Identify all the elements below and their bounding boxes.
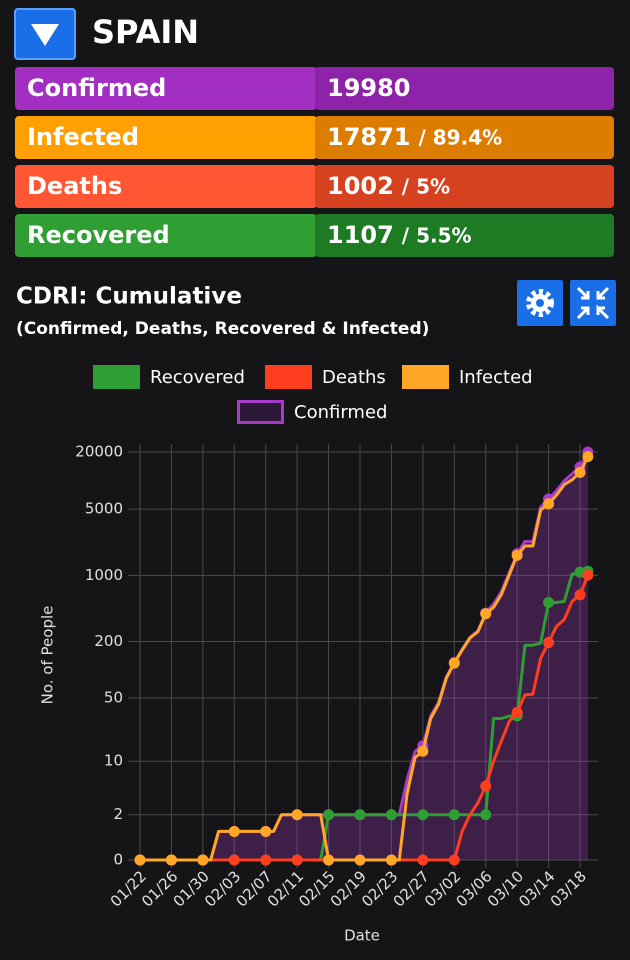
- stat-share: / 89.4%: [419, 126, 503, 150]
- y-tick-label: 2: [113, 805, 123, 823]
- data-point: [385, 809, 397, 821]
- stat-value: 1107: [327, 221, 394, 249]
- legend-label: Confirmed: [294, 402, 387, 423]
- legend-item: Recovered: [93, 365, 245, 389]
- data-point: [574, 466, 586, 478]
- data-point: [228, 825, 240, 837]
- stat-value: 1002: [327, 172, 394, 200]
- stat-value-bg: [315, 214, 614, 257]
- legend-swatch: [237, 400, 284, 424]
- country-title: SPAIN: [92, 13, 199, 51]
- legend-swatch: [265, 365, 312, 389]
- legend-item: Deaths: [265, 365, 386, 389]
- data-point: [354, 854, 366, 866]
- x-axis-label: Date: [344, 927, 380, 945]
- collapse-button[interactable]: [570, 280, 616, 326]
- data-point: [260, 825, 272, 837]
- button-bg[interactable]: [570, 280, 616, 326]
- data-point: [543, 597, 555, 609]
- data-point: [480, 608, 492, 620]
- legend-label: Recovered: [150, 367, 245, 388]
- y-tick-label: 50: [104, 689, 123, 707]
- stat-value-bg: [315, 67, 614, 110]
- data-point: [134, 854, 146, 866]
- compress-icon: [576, 286, 610, 320]
- data-point: [448, 809, 460, 821]
- data-point: [291, 854, 303, 866]
- stat-share: / 5.5%: [402, 224, 472, 248]
- dropdown-button[interactable]: [14, 8, 76, 60]
- y-axis-label: No. of People: [39, 606, 57, 705]
- stat-value-bg: [315, 116, 614, 159]
- data-point: [480, 780, 492, 792]
- data-point: [543, 498, 555, 510]
- legend-label: Deaths: [322, 367, 386, 388]
- stat-row: Infected 17871 / 89.4%: [15, 116, 614, 159]
- data-point: [574, 589, 586, 601]
- data-point: [448, 657, 460, 669]
- confirmed-area: [140, 452, 588, 860]
- data-point: [260, 854, 272, 866]
- stat-row: Deaths 1002 / 5%: [15, 165, 614, 208]
- y-tick-label: 10: [104, 752, 123, 770]
- stat-value: 19980: [327, 74, 411, 102]
- y-tick-label: 5000: [85, 500, 123, 518]
- data-point: [511, 549, 523, 561]
- legend-item: Confirmed: [237, 400, 387, 424]
- data-point: [165, 854, 177, 866]
- data-point: [323, 854, 335, 866]
- gear-teeth: [526, 289, 554, 317]
- stat-label: Deaths: [27, 172, 122, 200]
- stat-label: Confirmed: [27, 74, 166, 102]
- data-point: [480, 809, 492, 821]
- stat-label-bg: [15, 116, 317, 159]
- legend-swatch: [93, 365, 140, 389]
- stat-label-bg: [15, 165, 317, 208]
- data-point: [511, 706, 523, 718]
- chart-title: CDRI: Cumulative: [16, 284, 242, 310]
- data-point: [197, 854, 209, 866]
- stat-label-bg: [15, 214, 317, 257]
- data-point: [543, 637, 555, 649]
- gear-hole: [536, 299, 544, 307]
- data-point: [582, 451, 594, 463]
- y-tick-label: 1000: [85, 566, 123, 584]
- legend-label: Infected: [459, 367, 533, 388]
- data-point: [291, 809, 303, 821]
- stat-row: Confirmed 19980: [15, 67, 614, 110]
- y-tick-label: 20000: [75, 443, 123, 461]
- data-point: [385, 854, 397, 866]
- stat-label: Infected: [27, 123, 139, 151]
- data-point: [417, 809, 429, 821]
- data-point: [417, 854, 429, 866]
- stats: Confirmed 19980 Infected 17871 / 89.4% Deaths…: [15, 67, 614, 257]
- data-point: [228, 854, 240, 866]
- stat-row: Recovered 1107 / 5.5%: [15, 214, 614, 257]
- stat-share: / 5%: [402, 175, 450, 199]
- stat-label: Recovered: [27, 221, 170, 249]
- triangle-icon: [31, 24, 59, 46]
- y-tick-label: 0: [113, 851, 123, 869]
- data-point: [417, 745, 429, 757]
- data-point: [582, 569, 594, 581]
- data-point: [448, 854, 460, 866]
- settings-button[interactable]: [517, 280, 563, 326]
- data-point: [323, 809, 335, 821]
- stat-label-bg: [15, 67, 317, 110]
- chart-subtitle: (Confirmed, Deaths, Recovered & Infected…: [16, 319, 429, 339]
- y-tick-label: 200: [94, 632, 123, 650]
- legend-item: Infected: [402, 365, 533, 389]
- stat-value-bg: [315, 165, 614, 208]
- stat-value: 17871: [327, 123, 411, 151]
- data-point: [354, 809, 366, 821]
- legend-swatch: [402, 365, 449, 389]
